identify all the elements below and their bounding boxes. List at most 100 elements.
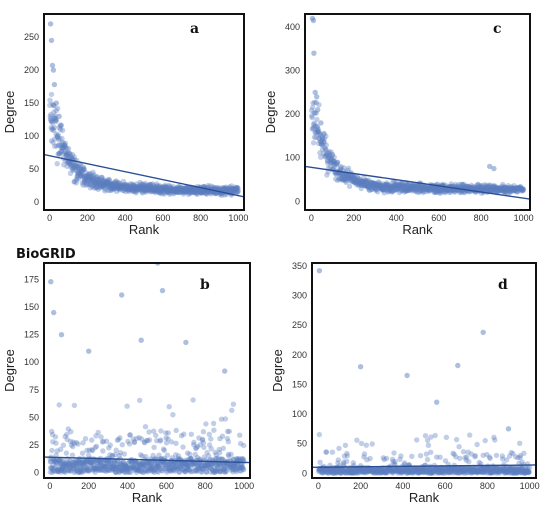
data-point [483,186,489,193]
data-point [411,183,418,189]
data-point [491,434,497,440]
data-point [396,468,402,475]
data-point [220,186,226,192]
data-point [469,184,475,191]
data-point [384,182,390,189]
data-point [122,185,128,192]
data-point [484,465,490,471]
data-point [462,455,468,461]
data-point [400,183,406,190]
data-point [161,189,167,196]
outlier-point [56,113,62,120]
data-point [419,185,425,191]
data-point [147,181,153,187]
data-point [64,462,71,468]
data-point [362,182,369,189]
y-tick-label: 100 [24,131,39,141]
data-point [108,181,115,187]
data-point [127,186,134,192]
data-point [384,189,391,195]
data-point [103,181,109,187]
data-point [100,178,107,184]
data-point [104,180,111,186]
data-point [225,451,232,458]
data-point [362,470,368,476]
data-point [520,187,526,193]
data-point [170,462,176,468]
data-point [154,461,160,467]
data-point [133,460,139,467]
data-point [118,186,125,192]
data-point [425,442,432,448]
data-point [78,166,85,172]
data-point [397,181,403,188]
data-point [119,184,126,190]
data-point [175,465,181,471]
data-point [104,180,111,186]
data-point [484,187,490,193]
data-point [425,470,431,476]
y-tick-label: 25 [29,440,39,450]
data-point [477,186,483,193]
data-point [184,185,191,191]
data-point [180,188,187,194]
data-point [168,187,174,193]
data-point [52,457,59,464]
data-point [419,187,425,194]
data-point [445,187,451,193]
data-point [93,184,100,191]
data-point [352,176,359,183]
data-point [92,465,98,472]
data-point [386,188,392,194]
data-point [321,466,327,472]
data-point [193,188,199,194]
data-point [119,463,126,469]
data-point [328,468,334,475]
data-point [372,468,378,474]
data-point [237,456,244,462]
data-point [145,466,152,472]
data-point [86,174,92,181]
data-point [316,129,322,135]
data-point [343,176,350,182]
data-point [88,178,94,185]
data-point [121,182,127,189]
data-point [140,459,146,465]
data-point [347,469,353,476]
data-point [319,467,325,473]
data-point [316,467,322,474]
data-point [398,185,404,192]
data-point [210,420,217,427]
data-point [453,454,459,460]
data-point [72,468,78,474]
data-point [128,184,134,190]
data-point [172,468,178,474]
data-point [210,184,216,190]
data-point [425,186,431,192]
data-point [101,179,107,186]
data-point [324,150,330,156]
data-point [162,461,169,467]
data-point [227,184,233,190]
data-point [381,456,387,463]
data-point [497,186,504,192]
data-point [432,470,438,476]
data-point [86,174,92,180]
data-point [111,184,117,190]
data-point [148,183,154,190]
data-point [445,465,451,471]
data-point [348,469,354,476]
data-point [178,187,185,193]
data-point [519,188,526,194]
data-point [170,467,177,474]
data-point [344,175,351,181]
data-point [332,470,338,476]
data-point [89,447,96,454]
data-point [377,468,383,474]
data-point [187,188,193,194]
data-point [465,465,472,472]
data-point [52,458,58,465]
data-point [401,468,407,474]
data-point [372,468,379,474]
data-point [492,184,498,191]
